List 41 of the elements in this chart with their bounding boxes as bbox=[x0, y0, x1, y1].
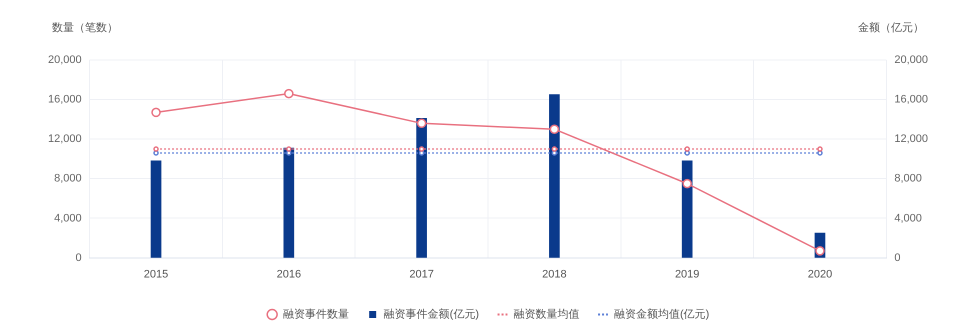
y2-tick-label: 16,000 bbox=[894, 94, 928, 106]
y-tick-label: 4,000 bbox=[54, 212, 82, 224]
point bbox=[684, 146, 690, 152]
point bbox=[815, 246, 825, 256]
bar bbox=[416, 118, 427, 258]
y-tick-label: 20,000 bbox=[48, 54, 82, 66]
y-axis-title: 数量（笔数） bbox=[52, 22, 118, 34]
point bbox=[286, 146, 292, 152]
point bbox=[151, 108, 161, 118]
point bbox=[284, 88, 294, 98]
y-tick-label: 12,000 bbox=[48, 133, 82, 146]
y-tick-label: 0 bbox=[76, 252, 82, 264]
point bbox=[416, 118, 426, 128]
x-tick-label: 2020 bbox=[808, 268, 832, 280]
point bbox=[550, 124, 560, 134]
point bbox=[418, 146, 424, 152]
y2-tick-label: 4,000 bbox=[894, 212, 922, 224]
x-tick-label: 2015 bbox=[144, 268, 168, 280]
point bbox=[682, 178, 692, 188]
bar bbox=[150, 160, 162, 258]
y2-tick-label: 20,000 bbox=[894, 54, 928, 66]
legend-label: 融资金额均值(亿元) bbox=[614, 308, 710, 321]
bar bbox=[283, 148, 294, 258]
legend-label: 融资数量均值 bbox=[514, 308, 580, 321]
bar bbox=[549, 94, 560, 258]
bar bbox=[682, 160, 693, 258]
y-tick-label: 16,000 bbox=[48, 94, 82, 106]
legend-label: 融资事件数量 bbox=[283, 308, 350, 321]
legend-label: 融资事件金额(亿元) bbox=[384, 308, 479, 321]
y2-axis-title: 金额（亿元） bbox=[858, 21, 924, 34]
x-tick-label: 2018 bbox=[542, 268, 567, 280]
x-tick-label: 2017 bbox=[409, 268, 434, 280]
point bbox=[153, 146, 159, 152]
point bbox=[552, 146, 558, 152]
point bbox=[817, 146, 823, 152]
y-tick-label: 8,000 bbox=[54, 172, 82, 185]
y2-tick-label: 8,000 bbox=[894, 172, 922, 185]
x-tick-label: 2016 bbox=[276, 268, 302, 280]
y2-tick-label: 12,000 bbox=[894, 133, 928, 146]
y2-tick-label: 0 bbox=[894, 252, 900, 264]
x-tick-label: 2019 bbox=[674, 268, 700, 280]
